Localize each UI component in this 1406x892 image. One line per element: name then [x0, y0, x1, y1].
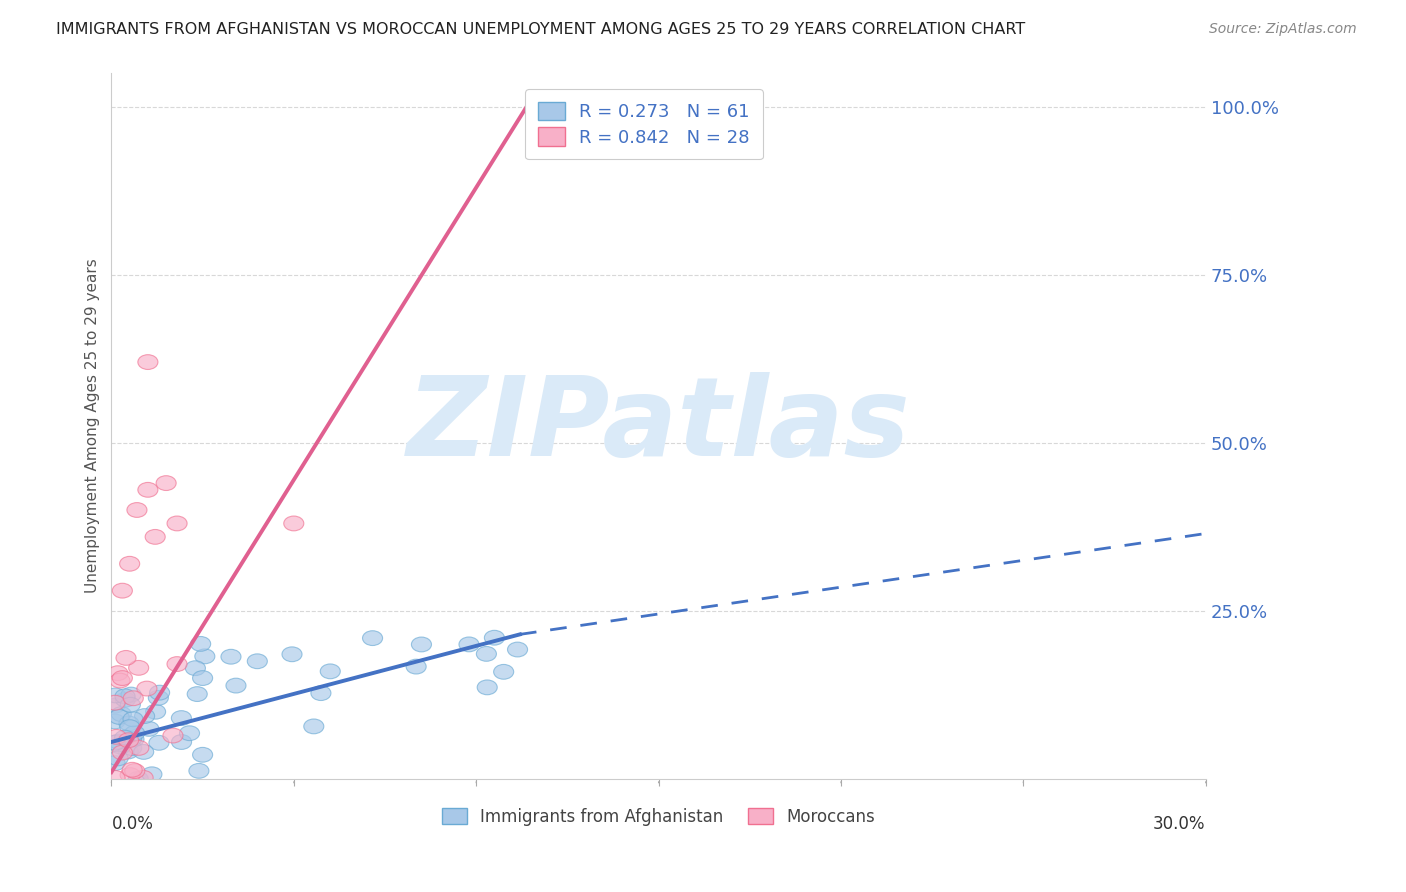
Ellipse shape	[124, 690, 143, 706]
Ellipse shape	[115, 650, 136, 665]
Text: IMMIGRANTS FROM AFGHANISTAN VS MOROCCAN UNEMPLOYMENT AMONG AGES 25 TO 29 YEARS C: IMMIGRANTS FROM AFGHANISTAN VS MOROCCAN …	[56, 22, 1025, 37]
Ellipse shape	[304, 719, 323, 734]
Ellipse shape	[125, 764, 145, 779]
Ellipse shape	[121, 687, 141, 702]
Ellipse shape	[124, 732, 143, 747]
Ellipse shape	[221, 649, 240, 665]
Ellipse shape	[129, 740, 149, 756]
Ellipse shape	[122, 712, 143, 727]
Ellipse shape	[193, 747, 212, 762]
Ellipse shape	[477, 680, 498, 695]
Ellipse shape	[128, 660, 149, 675]
Legend: Immigrants from Afghanistan, Moroccans: Immigrants from Afghanistan, Moroccans	[433, 799, 884, 834]
Ellipse shape	[111, 706, 131, 722]
Ellipse shape	[108, 751, 128, 765]
Ellipse shape	[115, 689, 135, 704]
Ellipse shape	[112, 745, 132, 760]
Ellipse shape	[105, 688, 125, 703]
Ellipse shape	[112, 583, 132, 598]
Ellipse shape	[146, 705, 166, 719]
Ellipse shape	[284, 516, 304, 531]
Ellipse shape	[195, 649, 215, 664]
Ellipse shape	[167, 516, 187, 531]
Ellipse shape	[135, 708, 155, 723]
Ellipse shape	[167, 657, 187, 672]
Ellipse shape	[118, 744, 138, 759]
Ellipse shape	[121, 698, 141, 712]
Ellipse shape	[120, 716, 139, 731]
Ellipse shape	[105, 756, 125, 771]
Ellipse shape	[134, 745, 153, 759]
Ellipse shape	[156, 475, 176, 491]
Ellipse shape	[311, 686, 330, 700]
Ellipse shape	[187, 687, 207, 701]
Ellipse shape	[122, 763, 142, 777]
Ellipse shape	[105, 698, 125, 713]
Ellipse shape	[193, 671, 212, 685]
Ellipse shape	[149, 685, 170, 700]
Ellipse shape	[247, 654, 267, 669]
Ellipse shape	[107, 730, 127, 744]
Ellipse shape	[485, 631, 505, 645]
Ellipse shape	[105, 695, 125, 710]
Ellipse shape	[180, 726, 200, 740]
Ellipse shape	[105, 771, 125, 785]
Ellipse shape	[115, 692, 135, 707]
Ellipse shape	[508, 642, 527, 657]
Ellipse shape	[136, 681, 157, 696]
Text: ZIPatlas: ZIPatlas	[406, 373, 911, 479]
Ellipse shape	[148, 690, 169, 706]
Ellipse shape	[108, 665, 128, 681]
Ellipse shape	[122, 740, 142, 756]
Ellipse shape	[127, 502, 148, 517]
Text: Source: ZipAtlas.com: Source: ZipAtlas.com	[1209, 22, 1357, 37]
Ellipse shape	[108, 734, 128, 749]
Ellipse shape	[477, 647, 496, 661]
Ellipse shape	[191, 637, 211, 651]
Ellipse shape	[139, 722, 159, 736]
Ellipse shape	[125, 726, 145, 740]
Text: 30.0%: 30.0%	[1153, 814, 1206, 832]
Y-axis label: Unemployment Among Ages 25 to 29 years: Unemployment Among Ages 25 to 29 years	[86, 259, 100, 593]
Ellipse shape	[111, 739, 131, 754]
Ellipse shape	[163, 728, 183, 743]
Ellipse shape	[186, 661, 205, 675]
Ellipse shape	[149, 735, 169, 750]
Ellipse shape	[118, 733, 139, 747]
Ellipse shape	[412, 637, 432, 652]
Ellipse shape	[121, 731, 142, 747]
Ellipse shape	[134, 771, 153, 785]
Ellipse shape	[115, 731, 135, 745]
Ellipse shape	[172, 735, 191, 749]
Ellipse shape	[145, 530, 166, 544]
Ellipse shape	[321, 664, 340, 679]
Ellipse shape	[363, 631, 382, 646]
Ellipse shape	[120, 720, 139, 734]
Ellipse shape	[226, 678, 246, 693]
Ellipse shape	[120, 768, 141, 782]
Ellipse shape	[406, 659, 426, 674]
Ellipse shape	[172, 711, 191, 725]
Text: 0.0%: 0.0%	[111, 814, 153, 832]
Ellipse shape	[494, 665, 513, 679]
Ellipse shape	[128, 772, 148, 786]
Ellipse shape	[188, 764, 209, 778]
Ellipse shape	[120, 557, 139, 571]
Ellipse shape	[112, 671, 132, 685]
Ellipse shape	[138, 355, 157, 369]
Ellipse shape	[105, 714, 125, 729]
Ellipse shape	[458, 637, 479, 652]
Ellipse shape	[110, 673, 129, 688]
Ellipse shape	[142, 767, 162, 781]
Ellipse shape	[283, 647, 302, 662]
Ellipse shape	[110, 709, 129, 724]
Ellipse shape	[138, 483, 157, 497]
Ellipse shape	[105, 735, 125, 750]
